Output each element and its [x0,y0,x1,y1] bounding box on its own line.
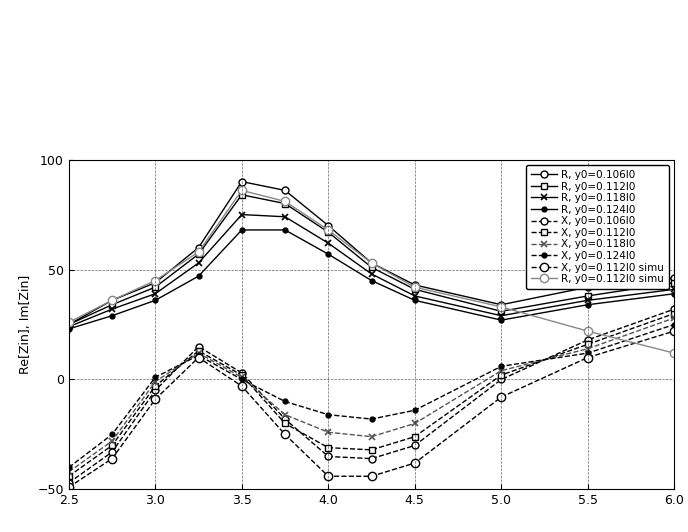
Y-axis label: Re[Zin], Im[Zin]: Re[Zin], Im[Zin] [19,275,32,374]
Legend: R, y0=0.106l0, R, y0=0.112l0, R, y0=0.118l0, R, y0=0.124l0, X, y0=0.106l0, X, y0: R, y0=0.106l0, R, y0=0.112l0, R, y0=0.11… [526,165,669,289]
